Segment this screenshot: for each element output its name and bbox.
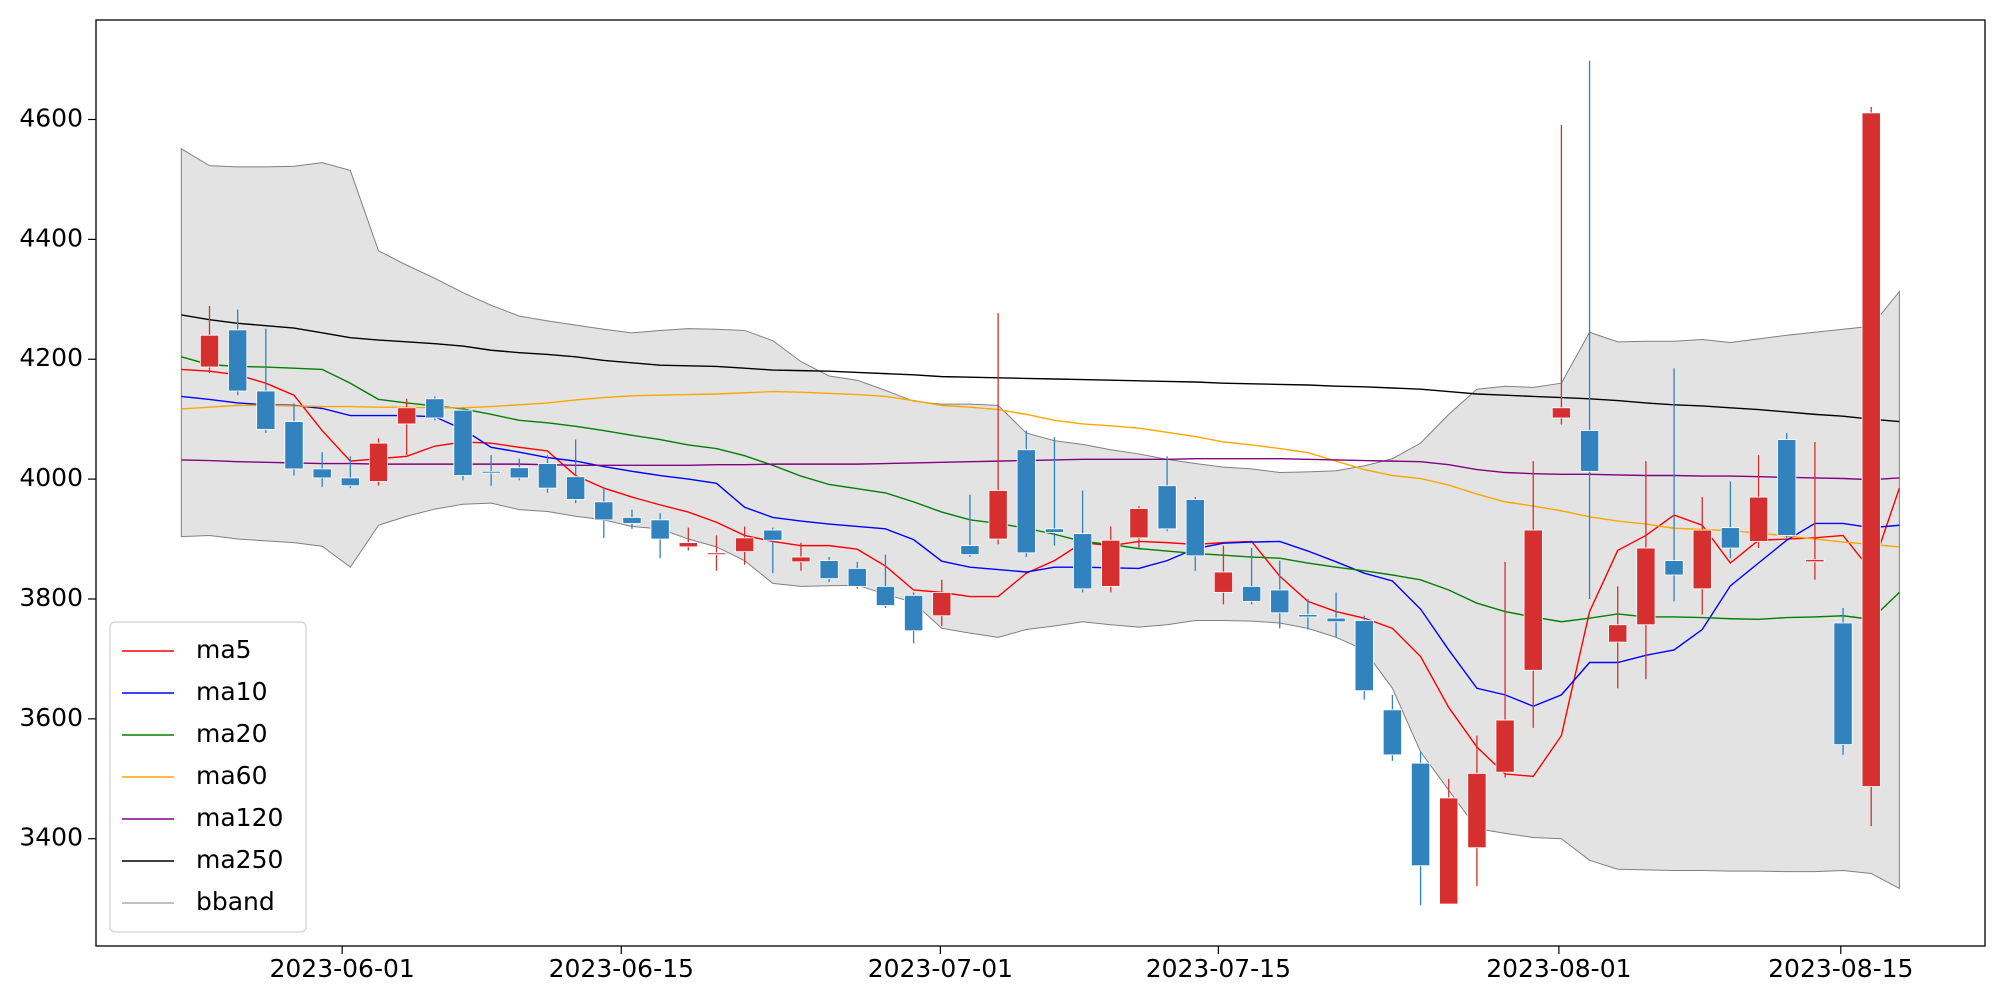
candle-body <box>819 560 839 579</box>
bollinger-band <box>180 147 1900 890</box>
candle-body <box>1382 709 1402 756</box>
candle-body <box>1354 620 1374 692</box>
candle-body <box>988 490 1008 540</box>
candle-body <box>932 591 952 617</box>
candle-body <box>706 552 727 556</box>
axes-frame <box>95 19 1986 947</box>
candle-body <box>875 585 896 606</box>
candle-body <box>1073 533 1093 590</box>
candle-body <box>1551 407 1571 419</box>
candle-body <box>904 594 924 632</box>
ma-line <box>181 390 1900 548</box>
candle-body <box>425 398 445 419</box>
candle-body <box>791 556 811 563</box>
candle-body <box>340 477 360 487</box>
candle-body <box>1692 529 1712 590</box>
candle-body <box>1636 547 1656 626</box>
candle-body <box>481 470 501 474</box>
candle-body <box>1749 496 1769 542</box>
candle-body <box>1242 585 1262 602</box>
candle-body <box>312 468 332 479</box>
candle-body <box>284 421 304 470</box>
y-tick-label: 4200 <box>19 343 83 372</box>
candle-body <box>1495 719 1515 773</box>
candle-body <box>1805 559 1825 563</box>
legend-label: ma120 <box>196 803 283 832</box>
candle-body <box>1580 430 1600 472</box>
candle-body <box>594 501 614 521</box>
y-tick-label: 3800 <box>19 583 83 612</box>
legend-label: bband <box>196 887 275 916</box>
candle-body <box>1016 449 1036 554</box>
candle-body <box>1298 614 1318 618</box>
candle-body <box>453 409 473 476</box>
candle-body <box>1523 529 1543 671</box>
candle-body <box>537 463 558 489</box>
candle-body <box>1467 772 1487 849</box>
x-tick-label: 2023-06-15 <box>549 954 694 983</box>
candle-body <box>1157 485 1177 530</box>
candle-body <box>1833 622 1853 746</box>
candle-body <box>1411 762 1431 867</box>
legend-label: ma5 <box>196 635 252 664</box>
legend-label: ma60 <box>196 761 267 790</box>
candle-body <box>735 537 755 553</box>
candle-body <box>228 329 248 392</box>
y-tick-label: 4600 <box>19 103 83 132</box>
candle-body <box>1664 560 1684 576</box>
candle-body <box>1439 797 1459 905</box>
candle-body <box>622 517 642 524</box>
legend-label: ma20 <box>196 719 267 748</box>
candle-body <box>1270 589 1290 614</box>
candle-body <box>1044 528 1064 533</box>
x-tick-label: 2023-08-15 <box>1768 954 1913 983</box>
legend-label: ma10 <box>196 677 267 706</box>
candle-body <box>847 568 867 587</box>
y-tick-label: 4400 <box>19 223 83 252</box>
y-tick-label: 4000 <box>19 463 83 492</box>
candle-body <box>1861 112 1881 787</box>
x-tick-label: 2023-07-01 <box>868 954 1013 983</box>
candle-body <box>509 467 529 479</box>
candle-body <box>1185 499 1205 557</box>
y-tick-label: 3600 <box>19 703 83 732</box>
ma-line <box>181 314 1900 423</box>
x-tick-label: 2023-07-15 <box>1146 954 1291 983</box>
candle-body <box>368 442 389 482</box>
candle-body <box>1777 439 1797 536</box>
candle-body <box>763 529 783 541</box>
legend-box <box>109 621 307 933</box>
candle-body <box>1608 624 1628 643</box>
candle-body <box>1101 539 1121 587</box>
candle-body <box>1720 527 1740 549</box>
candle-body <box>1213 571 1233 593</box>
legend-label: ma250 <box>196 845 283 874</box>
candle-body <box>650 519 670 540</box>
candle-body <box>1326 617 1346 623</box>
candle-body <box>960 545 980 556</box>
candle-body <box>397 407 417 425</box>
x-tick-label: 2023-06-01 <box>270 954 415 983</box>
candle-body <box>1129 508 1149 539</box>
x-tick-label: 2023-08-01 <box>1486 954 1631 983</box>
plot-area <box>180 60 1901 906</box>
candle-body <box>678 542 698 548</box>
candle-body <box>199 334 220 368</box>
candle-body <box>256 390 276 430</box>
legend: ma5 ma10 ma20 ma60 ma120 ma250 bband <box>109 621 307 933</box>
candle-body <box>566 476 586 500</box>
y-tick-label: 3400 <box>19 823 83 852</box>
